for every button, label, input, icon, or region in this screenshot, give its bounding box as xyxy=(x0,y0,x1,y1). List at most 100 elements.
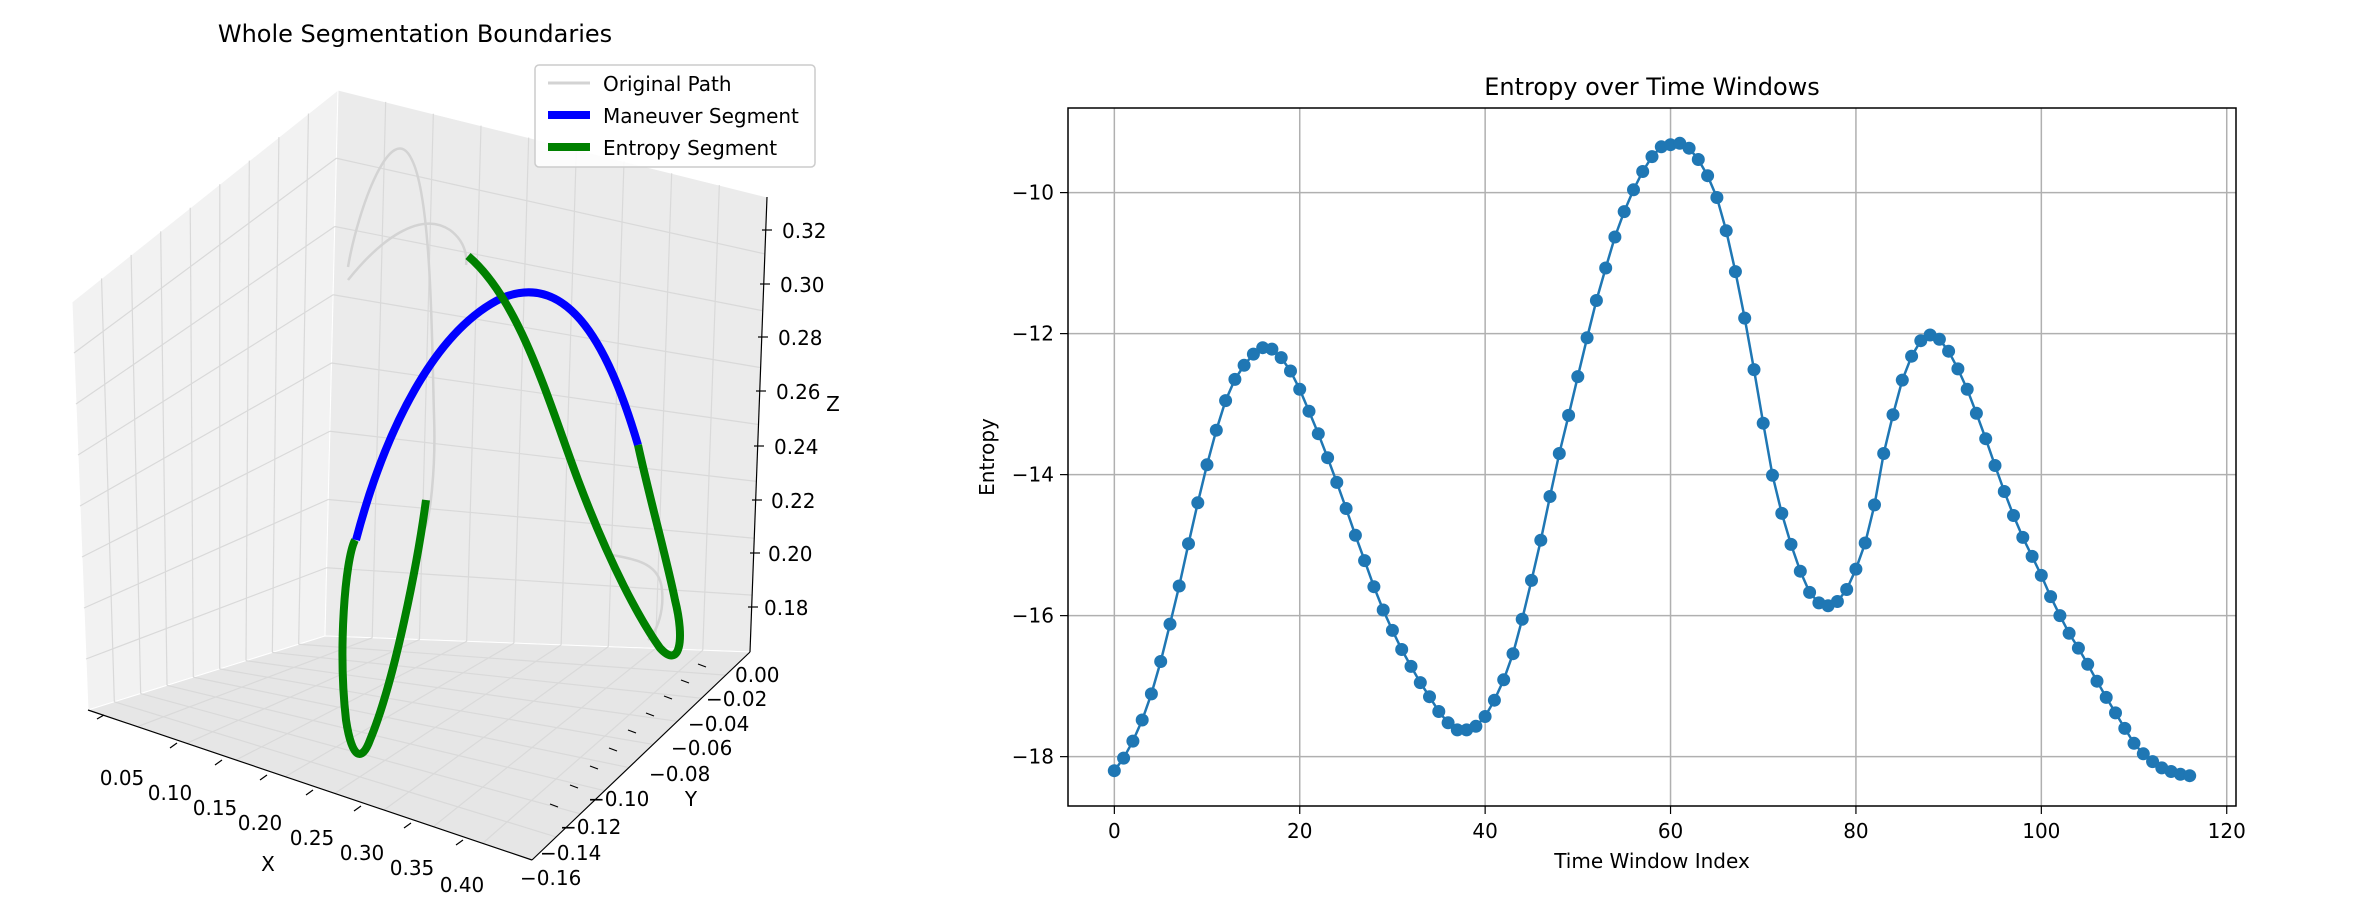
legend-label-original-path: Original Path xyxy=(603,72,732,96)
entropy-point xyxy=(1914,334,1928,348)
entropy-point xyxy=(1562,408,1576,422)
grid-line xyxy=(81,430,331,558)
entropy-point xyxy=(1617,205,1631,219)
grid-line xyxy=(334,225,763,312)
entropy-point xyxy=(2090,674,2104,688)
entropy-point xyxy=(1487,693,1501,707)
x-tick-mark xyxy=(403,822,412,829)
entropy-point xyxy=(1997,485,2011,498)
grid-line xyxy=(333,294,761,369)
y-tick-label: −0.04 xyxy=(688,712,749,736)
entropy-point xyxy=(1172,579,1186,593)
entropy-point xyxy=(2025,549,2039,563)
z-axis-label: Z xyxy=(826,392,840,416)
grid-line xyxy=(432,647,656,828)
entropy-points xyxy=(1107,136,2197,783)
grid-line xyxy=(298,643,726,676)
entropy-point xyxy=(2109,706,2122,720)
entropy-point xyxy=(1701,169,1715,183)
entropy-point xyxy=(1784,537,1798,551)
entropy-point xyxy=(2062,626,2076,640)
entropy-point xyxy=(2044,590,2058,604)
entropy-point xyxy=(1738,311,1752,325)
entropy-point xyxy=(2071,641,2085,655)
y-tick-label: −0.12 xyxy=(560,815,621,839)
plot3d-gridlines xyxy=(73,101,766,844)
entropy-point xyxy=(1942,344,1956,358)
entropy-point xyxy=(1246,347,1260,361)
y-tick-mark xyxy=(697,663,707,668)
entropy-point xyxy=(1339,502,1353,515)
x-tick-mark xyxy=(214,759,223,766)
grid-line xyxy=(482,649,704,844)
entropy-point xyxy=(1951,362,1965,376)
series-entropy-segment-right xyxy=(465,252,684,660)
entropy-point xyxy=(1135,713,1149,727)
entropy-point xyxy=(2099,690,2113,704)
x-tick-label: 0.30 xyxy=(340,841,385,865)
y-tick-label: −0.14 xyxy=(540,841,601,865)
grid-line xyxy=(329,430,757,482)
grid-line xyxy=(137,637,373,728)
entropy-point xyxy=(1849,562,1863,576)
entropy-point xyxy=(1450,723,1464,737)
entropy-point xyxy=(1219,394,1233,408)
plot2d: Entropy over Time Windows 0 20 40 60 80 100 12… xyxy=(975,73,2246,873)
entropy-point xyxy=(1274,351,1288,365)
grid-line xyxy=(73,157,337,354)
entropy-point xyxy=(1969,406,1983,420)
entropy-point xyxy=(1691,153,1705,166)
entropy-point xyxy=(1932,332,1946,346)
z-tick-label: 0.20 xyxy=(768,542,813,566)
grid-line xyxy=(383,646,609,811)
grid-line xyxy=(219,668,654,746)
grid-line xyxy=(235,640,467,761)
plot2d-x-axis-label: Time Window Index xyxy=(1553,849,1750,873)
plot3d-back-pane xyxy=(324,89,768,653)
y-tick-mark xyxy=(608,747,618,752)
plot2d-x-ticks: 0 20 40 60 80 100 120 xyxy=(1108,806,2246,843)
x-tick-label: 0 xyxy=(1108,819,1121,843)
entropy-point xyxy=(1182,537,1195,551)
entropy-point xyxy=(2146,755,2160,769)
entropy-point xyxy=(1515,612,1529,626)
entropy-point xyxy=(1321,451,1335,465)
entropy-point xyxy=(1979,432,1993,446)
entropy-point xyxy=(1543,490,1557,503)
grid-line xyxy=(77,294,334,456)
grid-line xyxy=(334,644,562,794)
z-tick-label: 0.30 xyxy=(780,273,825,297)
y-tick-mark xyxy=(663,695,673,700)
plot2d-gridlines xyxy=(1068,108,2236,806)
plot3d-legend: Original Path Maneuver Segment Entropy S… xyxy=(534,64,816,168)
y-tick-label: −0.08 xyxy=(649,762,710,786)
z-tick-label: 0.28 xyxy=(778,326,823,350)
entropy-point xyxy=(1107,764,1121,778)
grid-line xyxy=(79,362,332,507)
entropy-point xyxy=(1580,331,1594,345)
series-original-path-right xyxy=(611,553,664,641)
x-tick-label: 0.25 xyxy=(290,826,335,850)
entropy-point xyxy=(1302,404,1316,418)
entropy-point xyxy=(1886,408,1900,422)
entropy-point xyxy=(1413,676,1427,690)
entropy-point xyxy=(1747,363,1761,377)
grid-line xyxy=(83,498,329,609)
entropy-point xyxy=(2016,530,2030,544)
x-axis-label: X xyxy=(261,852,275,876)
series-entropy-segment-left xyxy=(338,499,430,758)
entropy-point xyxy=(1191,496,1205,510)
entropy-point xyxy=(1265,342,1279,356)
entropy-point xyxy=(1830,595,1844,608)
x-tick-label: 0.05 xyxy=(100,766,145,790)
entropy-point xyxy=(1469,719,1483,733)
entropy-point xyxy=(1404,659,1418,673)
grid-line xyxy=(328,498,755,539)
entropy-point xyxy=(1766,468,1779,482)
x-tick-label: 0.15 xyxy=(193,796,238,820)
plot2d-title: Entropy over Time Windows xyxy=(1484,73,1820,101)
entropy-point xyxy=(1858,536,1872,550)
entropy-point xyxy=(1775,506,1789,520)
entropy-point xyxy=(1840,583,1854,596)
